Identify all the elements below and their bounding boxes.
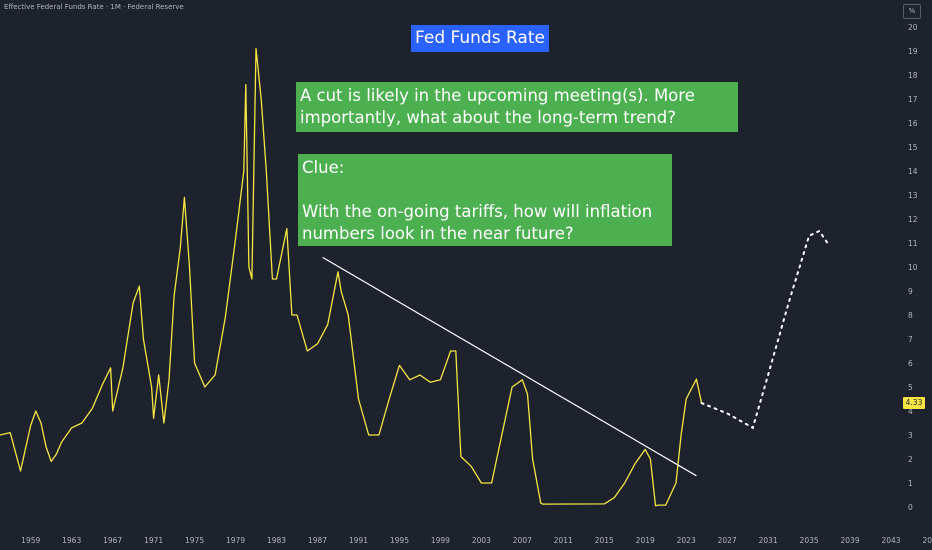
x-tick-label: 2019 [636, 536, 655, 545]
y-tick-label: 2 [908, 455, 913, 464]
x-tick-label: 1991 [349, 536, 368, 545]
y-tick-label: 10 [908, 263, 918, 272]
y-tick-label: 13 [908, 191, 918, 200]
x-tick-label: 1987 [308, 536, 327, 545]
y-tick-label: 15 [908, 143, 918, 152]
y-tick-label: 4 [908, 407, 913, 416]
x-tick-label: 2047 [922, 536, 932, 545]
y-tick-label: 16 [908, 119, 918, 128]
x-tick-label: 2031 [759, 536, 778, 545]
y-tick-label: 11 [908, 239, 918, 248]
x-tick-label: 2011 [554, 536, 573, 545]
trendline [322, 256, 697, 477]
annotation-box-clue: Clue: With the on-going tariffs, how wil… [298, 154, 672, 246]
x-tick-label: 1971 [144, 536, 163, 545]
series-group [0, 47, 829, 507]
y-tick-label: 20 [908, 23, 918, 32]
y-tick-label: 1 [908, 479, 913, 488]
projection-line [700, 229, 829, 430]
x-tick-label: 2007 [513, 536, 532, 545]
x-tick-label: 2015 [595, 536, 614, 545]
x-tick-label: 2039 [841, 536, 860, 545]
x-tick-label: 1967 [103, 536, 122, 545]
x-axis: 1959 1963 1967 1971 1975 1979 1983 1987 1991 1995… [21, 536, 932, 545]
chart-header: Effective Federal Funds Rate · 1M · Fede… [4, 3, 184, 11]
annotation-box-cut: A cut is likely in the upcoming meeting(… [296, 82, 738, 132]
x-tick-label: 1983 [267, 536, 286, 545]
y-tick-label: 7 [908, 335, 913, 344]
x-tick-label: 1975 [185, 536, 204, 545]
last-value-badge: 4.33 [903, 397, 925, 409]
y-tick-label: 14 [908, 167, 918, 176]
x-tick-label: 1979 [226, 536, 245, 545]
x-tick-label: 1999 [431, 536, 450, 545]
x-tick-label: 2023 [677, 536, 696, 545]
x-tick-label: 2035 [800, 536, 819, 545]
x-tick-label: 2003 [472, 536, 491, 545]
x-tick-label: 2027 [718, 536, 737, 545]
y-tick-label: 5 [908, 383, 913, 392]
y-tick-label: 0 [908, 503, 913, 512]
y-tick-label: 9 [908, 287, 913, 296]
y-tick-label: 3 [908, 431, 913, 440]
y-tick-label: 8 [908, 311, 913, 320]
y-tick-label: 18 [908, 71, 918, 80]
chart-title: Fed Funds Rate [411, 25, 549, 52]
x-tick-label: 1995 [390, 536, 409, 545]
x-tick-label: 1959 [21, 536, 40, 545]
x-tick-label: 2043 [881, 536, 900, 545]
x-tick-label: 1963 [62, 536, 81, 545]
y-tick-label: 6 [908, 359, 913, 368]
y-tick-label: 17 [908, 95, 918, 104]
axis-unit-button[interactable]: % [903, 4, 921, 19]
y-tick-label: 12 [908, 215, 918, 224]
y-tick-label: 19 [908, 47, 918, 56]
series-line-0 [0, 47, 703, 507]
